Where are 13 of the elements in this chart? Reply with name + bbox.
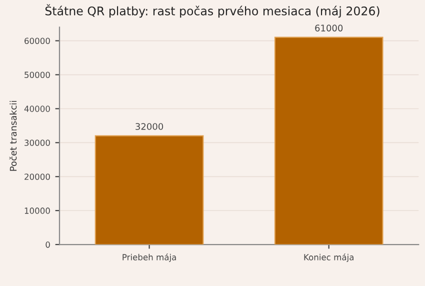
y-tick-label: 60000	[24, 38, 50, 44]
data-label: 61000	[315, 24, 343, 32]
data-label: 32000	[136, 123, 164, 130]
chart-title: Štátne QR platby: rast počas prvého mesiaca (máj 2026)	[45, 4, 380, 18]
y-tick-label: 10000	[24, 208, 50, 214]
y-tick-label: 20000	[24, 174, 50, 180]
y-tick-label: 50000	[24, 72, 50, 78]
y-tick-label: 0	[46, 242, 50, 248]
y-tick-label: 30000	[24, 140, 50, 146]
x-tick-label: Koniec mája	[304, 254, 354, 262]
y-axis-title: Počet transakcii	[9, 100, 17, 171]
y-tick-label: 40000	[24, 106, 50, 112]
x-tick-label: Priebeh mája	[122, 254, 176, 262]
